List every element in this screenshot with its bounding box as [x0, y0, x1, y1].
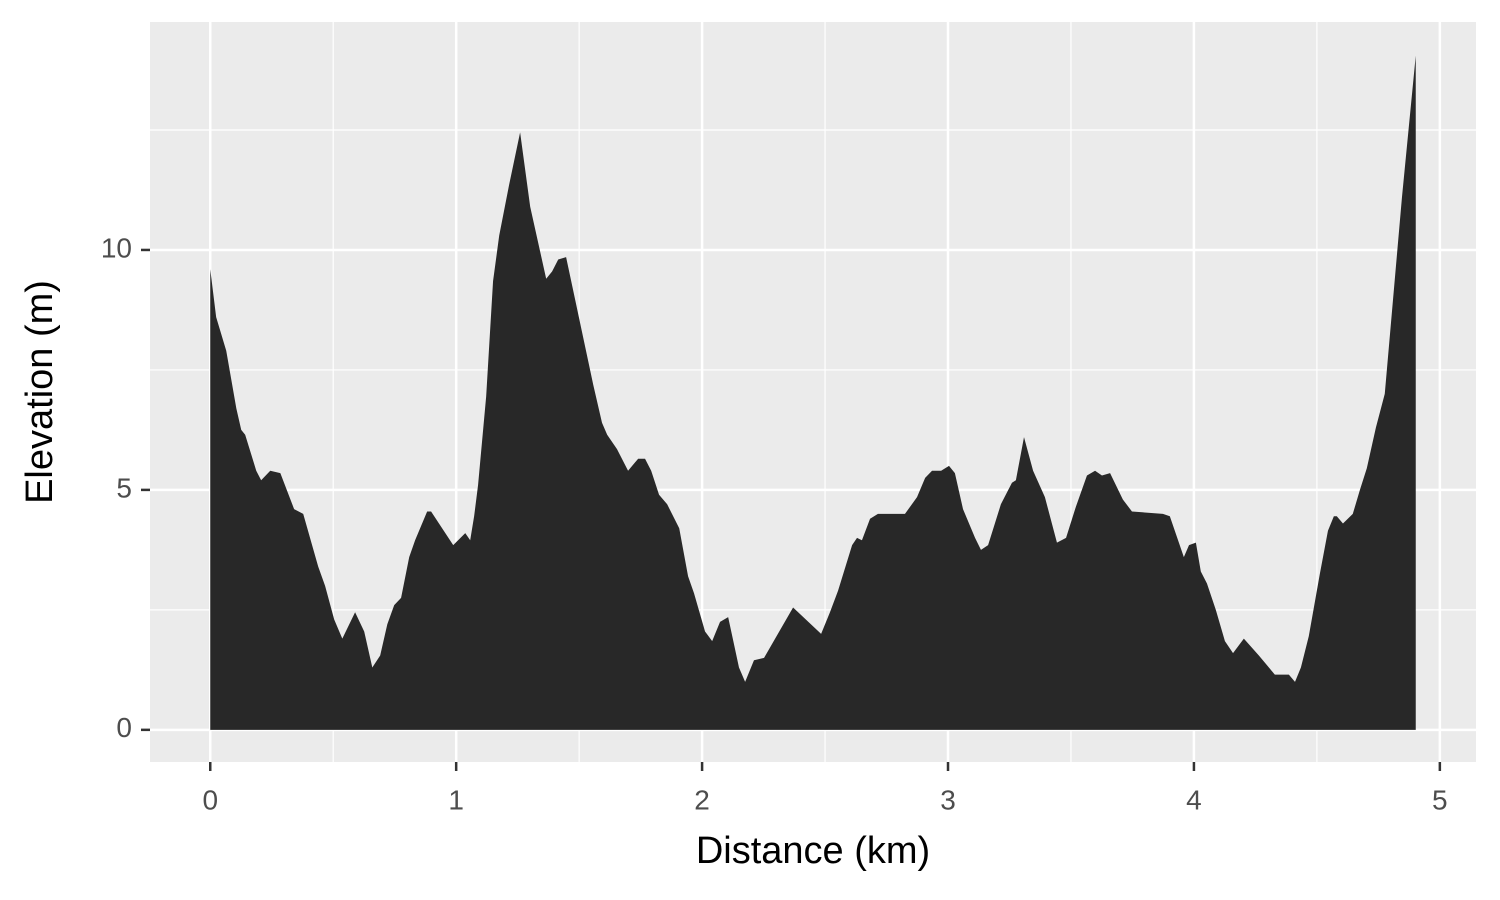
- x-tick-label: 2: [694, 784, 710, 815]
- y-tick-label: 0: [116, 712, 132, 743]
- x-tick-label: 3: [940, 784, 956, 815]
- y-axis-title: Elevation (m): [19, 280, 61, 504]
- x-tick-label: 4: [1186, 784, 1202, 815]
- area: [210, 55, 1416, 730]
- x-axis-title: Distance (km): [696, 830, 930, 872]
- y-tick-label: 5: [116, 472, 132, 503]
- x-tick-label: 5: [1432, 784, 1448, 815]
- x-tick-label: 1: [448, 784, 464, 815]
- x-tick-label: 0: [202, 784, 218, 815]
- y-tick-label: 10: [101, 232, 132, 263]
